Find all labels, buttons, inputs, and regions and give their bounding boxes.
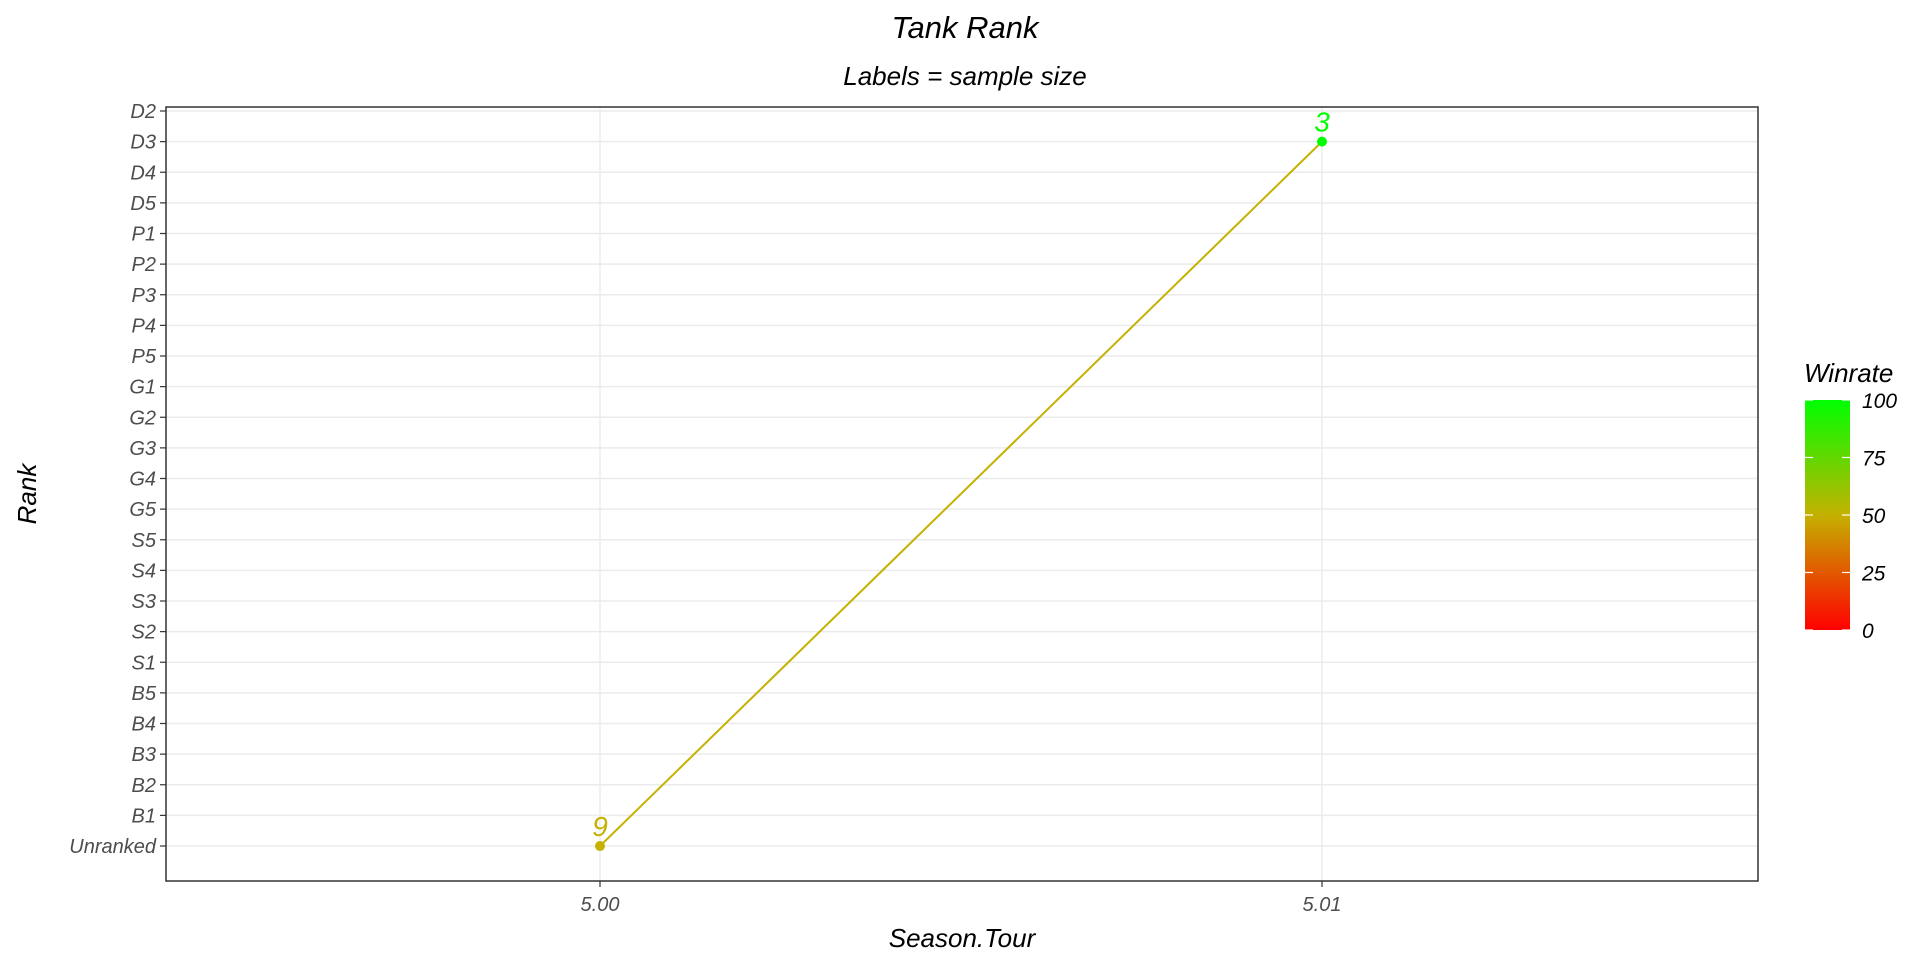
legend-ticks: 0 25 50 75 100 [1805, 390, 1897, 643]
y-tick-label: D4 [130, 162, 156, 184]
y-tick-label: B4 [132, 714, 156, 736]
y-tick-label: P2 [132, 254, 156, 276]
y-tick-label: Unranked [69, 836, 157, 858]
y-tick-label: G4 [129, 469, 156, 491]
y-tick-label: P3 [132, 285, 156, 307]
y-tick-label: D2 [130, 101, 156, 123]
legend: Winrate 0 25 50 75 100 [1804, 358, 1897, 643]
data-label: 3 [1314, 107, 1330, 138]
y-tick-label: P4 [132, 315, 156, 337]
chart-subtitle: Labels = sample size [843, 61, 1087, 91]
y-axis-title: Rank [12, 462, 42, 525]
x-tick-label: 5.00 [581, 894, 620, 916]
y-tick-label: S2 [132, 622, 156, 644]
y-axis-ticks: Unranked B1 B2 B3 B4 B5 S1 S2 S3 S4 S5 G5 G4 G3 G2 G1 P5… [69, 101, 166, 858]
series-line [599, 140, 1323, 847]
y-tick-label: G2 [129, 407, 156, 429]
legend-title: Winrate [1804, 358, 1893, 388]
y-tick-label: G1 [129, 377, 156, 399]
data-point [1317, 136, 1327, 147]
y-tick-label: P1 [132, 224, 156, 246]
y-tick-label: S5 [132, 530, 157, 552]
grid-layer [166, 107, 1758, 881]
data-point [595, 841, 605, 851]
chart-title: Tank Rank [891, 10, 1040, 45]
y-tick-label: S1 [132, 652, 156, 674]
legend-tick-label: 0 [1862, 620, 1874, 643]
y-tick-label: D3 [130, 132, 156, 154]
legend-tick-label: 75 [1862, 448, 1886, 471]
y-tick-label: B1 [132, 805, 156, 827]
series-layer: 93 [592, 107, 1330, 851]
y-tick-label: D5 [130, 193, 156, 215]
y-tick-label: G5 [129, 499, 157, 521]
y-tick-label: P5 [132, 346, 157, 368]
y-tick-label: S4 [132, 560, 156, 582]
legend-tick-label: 50 [1862, 505, 1886, 528]
y-tick-label: B2 [132, 775, 156, 797]
y-tick-label: G3 [129, 438, 156, 460]
x-axis-ticks: 5.00 5.01 [581, 881, 1342, 916]
legend-tick-label: 100 [1862, 390, 1897, 413]
y-tick-label: S3 [132, 591, 156, 613]
x-axis-title: Season.Tour [889, 923, 1037, 953]
y-tick-label: B5 [132, 683, 157, 705]
y-tick-label: B3 [132, 744, 156, 766]
legend-tick-label: 25 [1861, 563, 1886, 586]
data-label: 9 [592, 811, 608, 842]
plot-panel-border [165, 106, 1759, 882]
x-tick-label: 5.01 [1303, 894, 1342, 916]
